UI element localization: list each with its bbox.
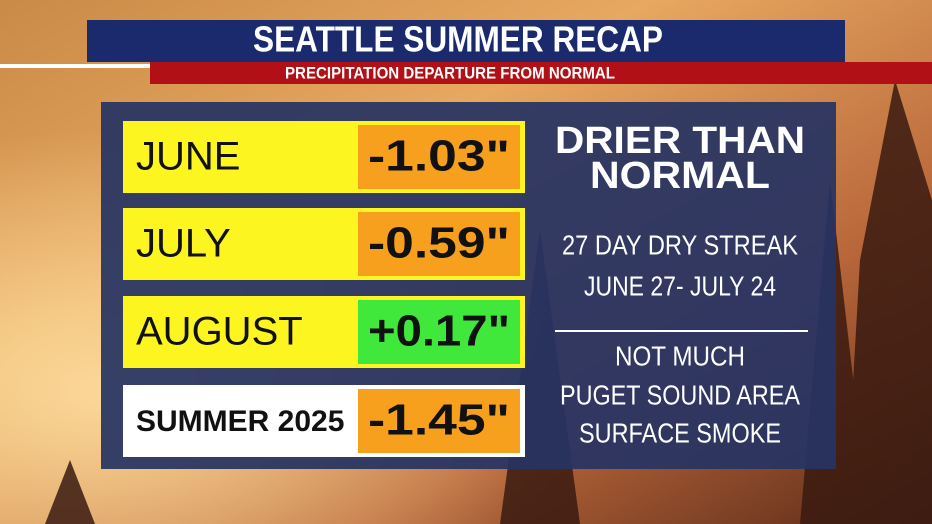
table: JUNE -1.03" JULY -0.59" AUGUST +0.17" SUMMER 2… (123, 121, 525, 457)
row-value: -1.03" (368, 132, 510, 181)
title: SEATTLE SUMMER RECAP (253, 19, 663, 60)
value-box (358, 125, 520, 189)
row-value: +0.17" (368, 307, 510, 356)
row-label: AUGUST (136, 310, 303, 354)
row-value: -0.59" (368, 219, 510, 268)
headline: DRIER THAN (555, 120, 805, 162)
value-box (358, 212, 520, 276)
subtitle: PRECIPITATION DEPARTURE FROM NORMAL (285, 63, 615, 82)
accent-line (0, 64, 152, 68)
subtitle-banner (150, 62, 932, 84)
row-label: JULY (136, 222, 231, 266)
note-text: NOT MUCH (615, 340, 745, 371)
row-value: -1.45" (368, 396, 510, 445)
note-text: PUGET SOUND AREA (560, 379, 800, 410)
value-box (358, 300, 520, 364)
value-box (358, 389, 520, 453)
title-banner (87, 20, 845, 62)
headline: NORMAL (590, 155, 770, 197)
row-label: SUMMER 2025 (136, 405, 344, 438)
streak-text: 27 DAY DRY STREAK (562, 229, 798, 260)
row-label: JUNE (136, 135, 240, 179)
note-text: SURFACE SMOKE (579, 417, 781, 448)
streak-text: JUNE 27- JULY 24 (584, 270, 776, 301)
